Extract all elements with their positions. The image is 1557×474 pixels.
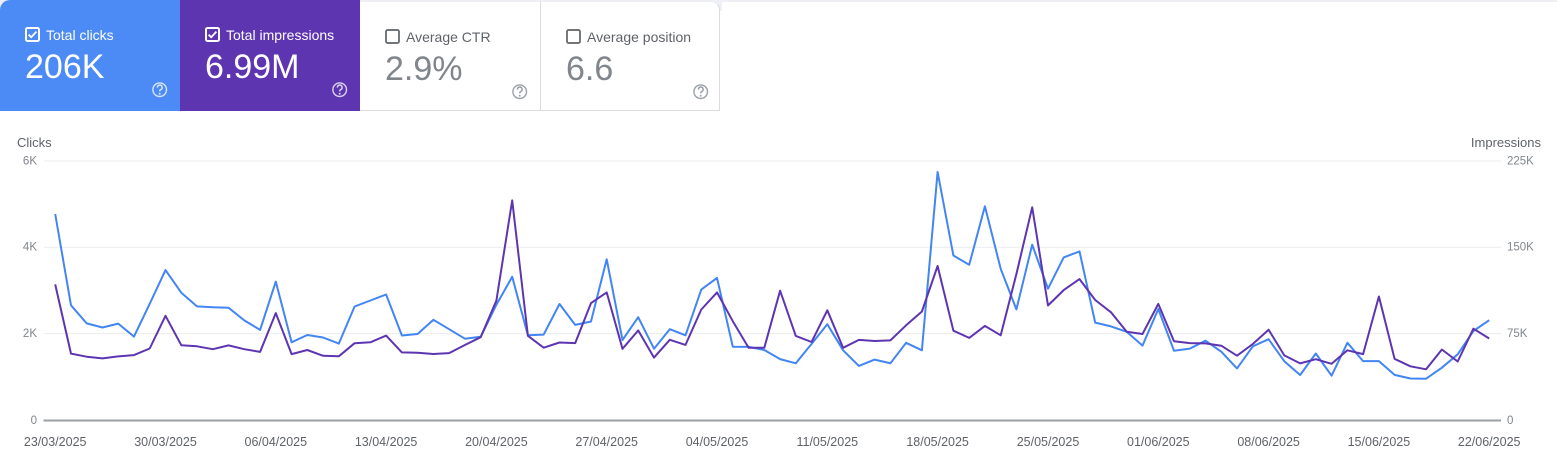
svg-text:08/06/2025: 08/06/2025 <box>1237 435 1300 449</box>
svg-text:06/04/2025: 06/04/2025 <box>245 435 308 449</box>
svg-text:0: 0 <box>31 415 37 427</box>
svg-text:Impressions: Impressions <box>1471 135 1542 150</box>
svg-text:30/03/2025: 30/03/2025 <box>134 435 197 449</box>
svg-text:6K: 6K <box>23 155 37 167</box>
svg-text:11/05/2025: 11/05/2025 <box>796 435 858 449</box>
svg-text:18/05/2025: 18/05/2025 <box>906 435 969 449</box>
svg-text:20/04/2025: 20/04/2025 <box>465 435 528 449</box>
svg-text:225K: 225K <box>1507 155 1534 167</box>
svg-text:25/05/2025: 25/05/2025 <box>1017 435 1080 449</box>
svg-text:2K: 2K <box>23 328 37 340</box>
svg-text:150K: 150K <box>1507 242 1534 254</box>
svg-text:27/04/2025: 27/04/2025 <box>575 435 638 449</box>
svg-text:13/04/2025: 13/04/2025 <box>355 435 418 449</box>
svg-text:15/06/2025: 15/06/2025 <box>1348 435 1411 449</box>
svg-text:04/05/2025: 04/05/2025 <box>686 435 749 449</box>
svg-text:23/03/2025: 23/03/2025 <box>24 435 87 449</box>
svg-text:22/06/2025: 22/06/2025 <box>1458 435 1521 449</box>
svg-text:0: 0 <box>1507 415 1513 427</box>
svg-text:01/06/2025: 01/06/2025 <box>1127 435 1190 449</box>
svg-text:Clicks: Clicks <box>17 135 52 150</box>
svg-text:75K: 75K <box>1507 328 1528 340</box>
svg-text:4K: 4K <box>23 242 37 254</box>
